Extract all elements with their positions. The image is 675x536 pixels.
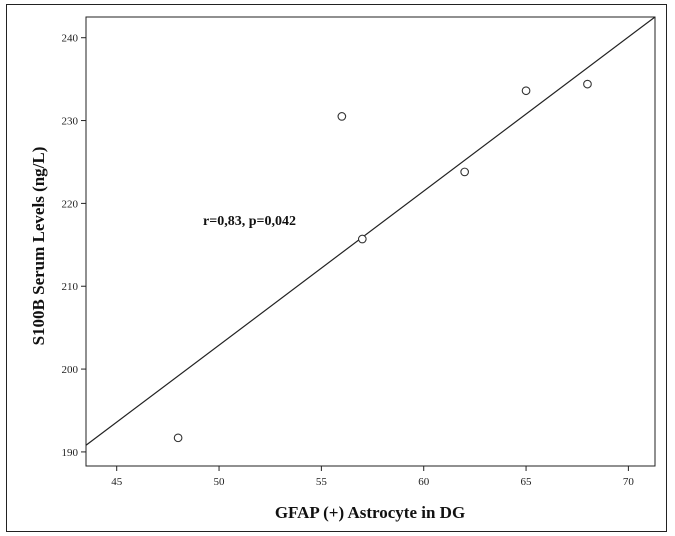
plot-area xyxy=(85,16,656,467)
data-points xyxy=(173,79,592,443)
y-tick-label: 210 xyxy=(62,281,79,293)
data-point xyxy=(357,234,367,244)
y-tick-label: 240 xyxy=(62,33,79,45)
data-point xyxy=(337,112,347,121)
x-axis-title: GFAP (+) Astrocyte in DG xyxy=(275,503,465,522)
y-axis: 190 200 210 220 230 240 xyxy=(62,33,86,459)
data-point xyxy=(460,167,470,177)
correlation-annotation: r=0,83, p=0,042 xyxy=(203,214,296,229)
y-axis-title: S100B Serum Levels (ng/L) xyxy=(29,147,48,346)
x-tick-label: 50 xyxy=(214,476,226,488)
y-tick-label: 220 xyxy=(62,198,79,210)
data-point xyxy=(583,79,592,89)
regression-line xyxy=(85,16,656,446)
y-tick-label: 190 xyxy=(62,447,79,459)
x-tick-label: 60 xyxy=(418,476,430,488)
y-tick-label: 230 xyxy=(62,116,79,128)
y-tick-label: 200 xyxy=(62,364,79,376)
data-point xyxy=(521,86,531,96)
x-tick-label: 55 xyxy=(316,476,328,488)
x-tick-label: 45 xyxy=(111,476,123,488)
x-tick-label: 70 xyxy=(623,476,635,488)
x-tick-label: 65 xyxy=(521,476,533,488)
data-point xyxy=(173,433,183,443)
x-axis: 45 50 55 60 65 70 xyxy=(111,466,634,488)
chart-frame xyxy=(6,4,667,532)
